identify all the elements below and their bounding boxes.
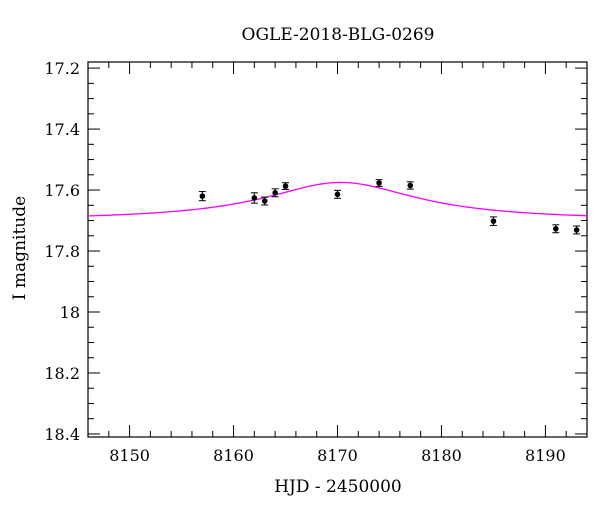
data-point — [406, 181, 414, 190]
data-point — [552, 224, 560, 234]
data-point — [334, 189, 341, 199]
data-point-marker — [407, 182, 414, 189]
plot-frame — [87, 61, 588, 438]
data-point-marker — [490, 218, 497, 224]
x-tick-labels: 8150 8160 8170 8180 8190 — [109, 446, 566, 465]
data-point — [261, 196, 269, 206]
data-point — [271, 188, 279, 198]
axis-ticks — [87, 62, 588, 437]
y-tick-label: 18.2 — [44, 364, 80, 383]
data-point-marker — [553, 225, 559, 232]
data-point-marker — [199, 193, 206, 199]
data-point-marker — [282, 183, 289, 189]
y-tick-label: 18 — [60, 303, 80, 322]
data-point-marker — [251, 195, 258, 201]
data-point — [573, 225, 581, 235]
data-point — [489, 216, 497, 226]
data-point-marker — [272, 189, 278, 196]
x-tick-label: 8190 — [525, 446, 566, 465]
data-point — [375, 179, 383, 187]
data-point — [282, 182, 290, 190]
x-tick-label: 8170 — [317, 446, 358, 465]
chart-title: OGLE-2018-BLG-0269 — [242, 25, 435, 45]
data-points-layer — [198, 179, 581, 235]
plot-area-border — [87, 61, 588, 438]
data-point-marker — [376, 180, 382, 186]
y-tick-label: 17.2 — [44, 59, 80, 78]
data-point — [198, 191, 206, 202]
x-tick-label: 8160 — [213, 446, 254, 465]
data-point-marker — [334, 191, 341, 198]
y-tick-label: 17.6 — [44, 181, 80, 200]
data-point-marker — [573, 227, 580, 233]
model-curve — [87, 181, 588, 217]
x-tick-label: 8180 — [421, 446, 462, 465]
y-tick-labels: 17.2 17.4 17.6 17.8 18 18.2 18.4 — [44, 59, 80, 444]
data-point-marker — [261, 198, 268, 204]
model-curve-layer — [87, 181, 588, 217]
y-axis-label: I magnitude — [10, 196, 30, 300]
x-tick-label: 8150 — [109, 446, 150, 465]
y-tick-label: 18.4 — [44, 425, 80, 444]
data-point — [250, 192, 258, 204]
y-tick-label: 17.8 — [44, 242, 80, 261]
x-axis-label: HJD - 2450000 — [274, 477, 402, 497]
y-tick-label: 17.4 — [44, 120, 80, 139]
